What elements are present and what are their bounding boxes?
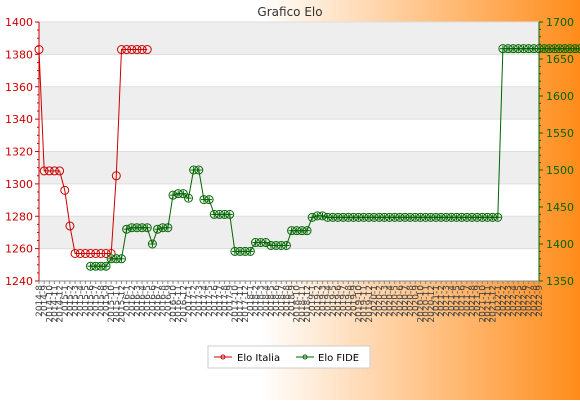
right-axis-tick-label: 1400 <box>546 238 574 251</box>
data-point-fide <box>164 224 172 232</box>
x-axis-tick-label: 2022-9 <box>535 285 545 317</box>
legend-label-italia: Elo Italia <box>237 353 280 364</box>
left-axis-tick-label: 1380 <box>5 48 33 61</box>
chart-title: Grafico Elo <box>257 5 322 19</box>
left-axis-tick-label: 1400 <box>5 16 33 29</box>
plot-band <box>39 87 539 119</box>
data-point-fide <box>169 191 177 199</box>
right-axis-tick-label: 1650 <box>546 53 574 66</box>
data-point-fide <box>148 240 156 248</box>
data-point-fide <box>154 225 162 233</box>
data-point-fide <box>303 227 311 235</box>
x-axis: 2014-82014-92014-102014-112014-122015-12… <box>35 281 545 323</box>
left-axis-tick-label: 1260 <box>5 243 33 256</box>
data-point-fide <box>123 225 131 233</box>
data-point-fide <box>205 196 213 204</box>
left-axis-tick-label: 1240 <box>5 275 33 288</box>
data-point-fide <box>226 210 234 218</box>
left-axis-tick-label: 1280 <box>5 210 33 223</box>
left-axis-tick-label: 1340 <box>5 113 33 126</box>
right-axis-tick-label: 1350 <box>546 275 574 288</box>
left-axis-tick-label: 1360 <box>5 81 33 94</box>
right-axis-tick-label: 1550 <box>546 127 574 140</box>
plot-band <box>39 22 539 54</box>
data-point-fide <box>308 213 316 221</box>
data-point-fide <box>246 247 254 255</box>
right-axis-tick-label: 1700 <box>546 16 574 29</box>
data-point-fide <box>102 262 110 270</box>
right-axis-tick-label: 1600 <box>546 90 574 103</box>
data-point-fide <box>282 241 290 249</box>
right-axis-tick-label: 1450 <box>546 201 574 214</box>
data-point-fide <box>143 224 151 232</box>
data-point-fide <box>494 213 502 221</box>
right-axis-tick-label: 1500 <box>546 164 574 177</box>
data-point-fide <box>319 212 327 220</box>
left-axis-tick-label: 1320 <box>5 146 33 159</box>
data-point-fide <box>117 255 125 263</box>
legend: Elo Italia Elo FIDE <box>208 346 370 368</box>
left-axis-tick-label: 1300 <box>5 178 33 191</box>
data-point-fide <box>179 190 187 198</box>
data-point-fide <box>184 194 192 202</box>
legend-label-fide: Elo FIDE <box>318 353 359 364</box>
data-point-fide <box>195 166 203 174</box>
